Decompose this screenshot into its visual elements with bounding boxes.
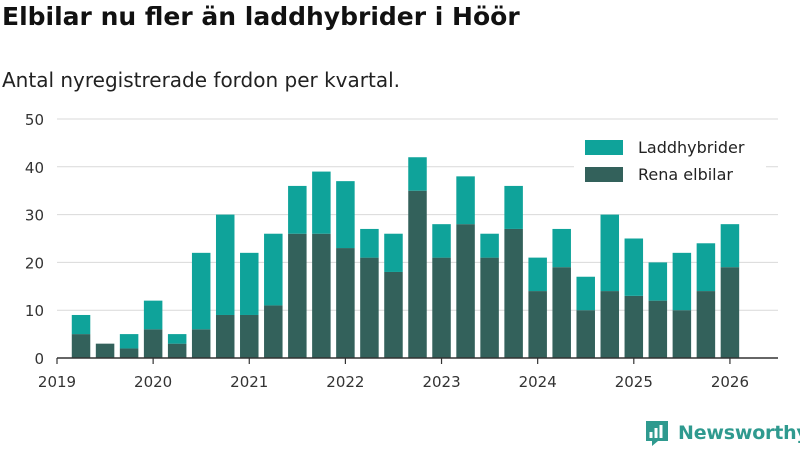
bar-chart-logo-icon [646, 421, 668, 446]
bar-rena-2022-Q4 [408, 190, 427, 358]
brand-name: Newsworthy [678, 422, 800, 444]
bar-rena-2020-Q3 [191, 329, 211, 358]
bar-rena-2023-Q3 [480, 257, 499, 358]
x-tick-label: 2025 [615, 373, 653, 391]
bar-rena-2020-Q4 [215, 314, 235, 358]
bar-hybrid-2024-Q1 [528, 257, 547, 292]
bar-rena-2025-Q4 [696, 291, 716, 358]
bar-hybrid-2020-Q3 [191, 252, 211, 330]
legend: Laddhybrider Rena elbilar [574, 132, 766, 192]
bar-rena-2021-Q2 [264, 305, 283, 358]
bar-hybrid-2021-Q1 [240, 252, 259, 315]
bar-hybrid-2026-Q1 [720, 224, 740, 268]
bar-hybrid-2025-Q3 [672, 252, 692, 311]
bar-hybrid-2020-Q2 [167, 334, 187, 344]
bar-hybrid-2023-Q1 [432, 224, 451, 258]
legend-swatch-hybrid [585, 140, 623, 155]
bar-rena-2021-Q4 [312, 233, 331, 358]
bar-hybrid-2023-Q4 [504, 185, 523, 229]
bar-hybrid-2023-Q3 [480, 233, 499, 258]
y-tick-label: 20 [25, 254, 44, 272]
bar-hybrid-2022-Q3 [384, 233, 403, 272]
axis-layer: 0 10 20 30 40 50 2019 2020 2021 2022 2023 2024 2025 2… [25, 111, 778, 391]
bar-rena-2019-Q4 [119, 348, 139, 358]
bar-rena-2020-Q2 [167, 343, 187, 358]
bar-rena-2022-Q3 [384, 271, 403, 358]
bar-hybrid-2024-Q4 [600, 214, 620, 292]
bar-rena-2025-Q2 [648, 300, 668, 358]
bar-hybrid-2025-Q2 [648, 262, 668, 301]
bar-rena-2020-Q1 [143, 329, 163, 358]
bar-hybrid-2022-Q2 [360, 228, 379, 258]
x-tick-label: 2020 [134, 373, 172, 391]
chart-subtitle: Antal nyregistrerade fordon per kvartal. [2, 68, 401, 92]
y-tick-label: 10 [25, 302, 44, 320]
bar-hybrid-2020-Q4 [215, 214, 235, 315]
bar-hybrid-2021-Q4 [312, 171, 331, 234]
bar-hybrid-2019-Q4 [119, 334, 139, 349]
x-tick-label: 2019 [38, 373, 76, 391]
bar-hybrid-2024-Q3 [576, 276, 595, 311]
bar-rena-2019-Q3 [95, 343, 115, 358]
bar-rena-2022-Q2 [360, 257, 379, 358]
bar-hybrid-2025-Q1 [624, 238, 644, 296]
bar-rena-2026-Q1 [720, 267, 740, 358]
bar-hybrid-2023-Q2 [456, 176, 475, 225]
bar-hybrid-2020-Q1 [143, 300, 163, 330]
bar-rena-2024-Q4 [600, 291, 620, 358]
y-tick-label: 30 [25, 207, 44, 225]
x-tick-label: 2026 [711, 373, 749, 391]
bar-rena-2019-Q2 [71, 334, 91, 358]
legend-label: Rena elbilar [638, 165, 733, 184]
bar-hybrid-2022-Q1 [336, 181, 355, 249]
bar-rena-2025-Q1 [624, 295, 644, 358]
bar-layer [71, 157, 740, 358]
bar-hybrid-2021-Q2 [264, 233, 283, 306]
y-tick-label: 0 [34, 350, 44, 368]
x-tick-label: 2021 [230, 373, 268, 391]
bar-rena-2021-Q1 [240, 314, 259, 358]
brand-logo: Newsworthy [644, 419, 800, 447]
bar-rena-2023-Q4 [504, 228, 523, 358]
bar-hybrid-2019-Q2 [71, 314, 91, 335]
x-tick-label: 2022 [326, 373, 364, 391]
chart-title: Elbilar nu fler än laddhybrider i Höör [2, 2, 520, 31]
bar-hybrid-2024-Q2 [552, 228, 571, 268]
legend-swatch-rena [585, 167, 623, 182]
bar-rena-2024-Q2 [552, 267, 571, 358]
x-tick-label: 2024 [519, 373, 557, 391]
bar-hybrid-2022-Q4 [408, 157, 427, 191]
bar-rena-2021-Q3 [288, 233, 307, 358]
legend-label: Laddhybrider [638, 138, 745, 157]
y-tick-label: 50 [25, 111, 44, 129]
bar-rena-2023-Q1 [432, 257, 451, 358]
bar-hybrid-2021-Q3 [288, 185, 307, 234]
bar-rena-2023-Q2 [456, 224, 475, 358]
bar-rena-2022-Q1 [336, 248, 355, 358]
y-tick-label: 40 [25, 159, 44, 177]
bar-rena-2025-Q3 [672, 310, 692, 358]
bar-hybrid-2025-Q4 [696, 243, 716, 292]
x-tick-label: 2023 [422, 373, 460, 391]
bar-rena-2024-Q1 [528, 291, 547, 358]
bar-rena-2024-Q3 [576, 310, 595, 358]
